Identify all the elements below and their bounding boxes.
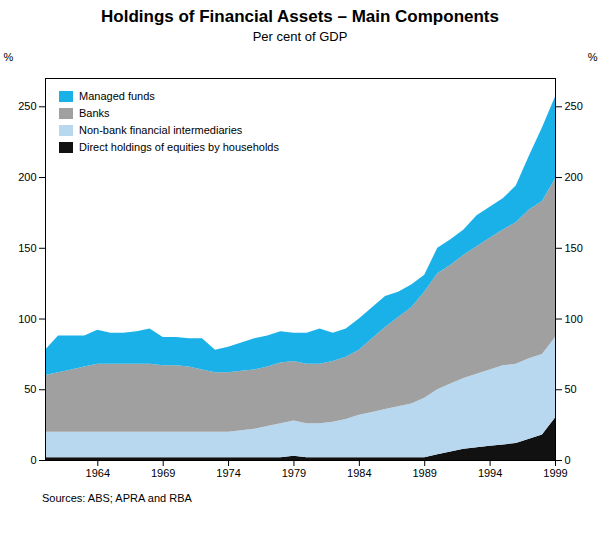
svg-text:1994: 1994 (478, 467, 502, 479)
svg-text:0: 0 (565, 454, 571, 466)
svg-text:1969: 1969 (151, 467, 175, 479)
svg-text:250: 250 (565, 100, 583, 112)
html-text:Direct holdings of equities by: Direct holdings of equities by household… (79, 141, 279, 153)
svg-text:50: 50 (565, 383, 577, 395)
svg-text:%: % (588, 51, 598, 63)
svg-text:150: 150 (18, 242, 36, 254)
svg-text:250: 250 (18, 100, 36, 112)
svg-text:200: 200 (565, 171, 583, 183)
svg-text:150: 150 (565, 242, 583, 254)
svg-text:1979: 1979 (282, 467, 306, 479)
svg-text:1989: 1989 (412, 467, 436, 479)
svg-text:1984: 1984 (347, 467, 371, 479)
html-text:Non-bank financial intermediar: Non-bank financial intermediaries (79, 124, 243, 136)
svg-text:50: 50 (24, 383, 36, 395)
html-text:Per cent of GDP: Per cent of GDP (252, 29, 348, 44)
svg-text:200: 200 (18, 171, 36, 183)
svg-text:1974: 1974 (216, 467, 240, 479)
svg-text:1964: 1964 (86, 467, 110, 479)
svg-text:%: % (4, 51, 14, 63)
html-text:Sources: ABS; APRA and RBA: Sources: ABS; APRA and RBA (42, 492, 192, 504)
svg-text:0: 0 (30, 454, 36, 466)
svg-text:1999: 1999 (543, 467, 567, 479)
svg-text:100: 100 (565, 313, 583, 325)
svg-text:100: 100 (18, 313, 36, 325)
html-text:Banks: Banks (79, 107, 110, 119)
html-text:Managed funds: Managed funds (79, 90, 155, 102)
html-text:Holdings of Financial Assets –: Holdings of Financial Assets – Main Comp… (101, 7, 499, 26)
